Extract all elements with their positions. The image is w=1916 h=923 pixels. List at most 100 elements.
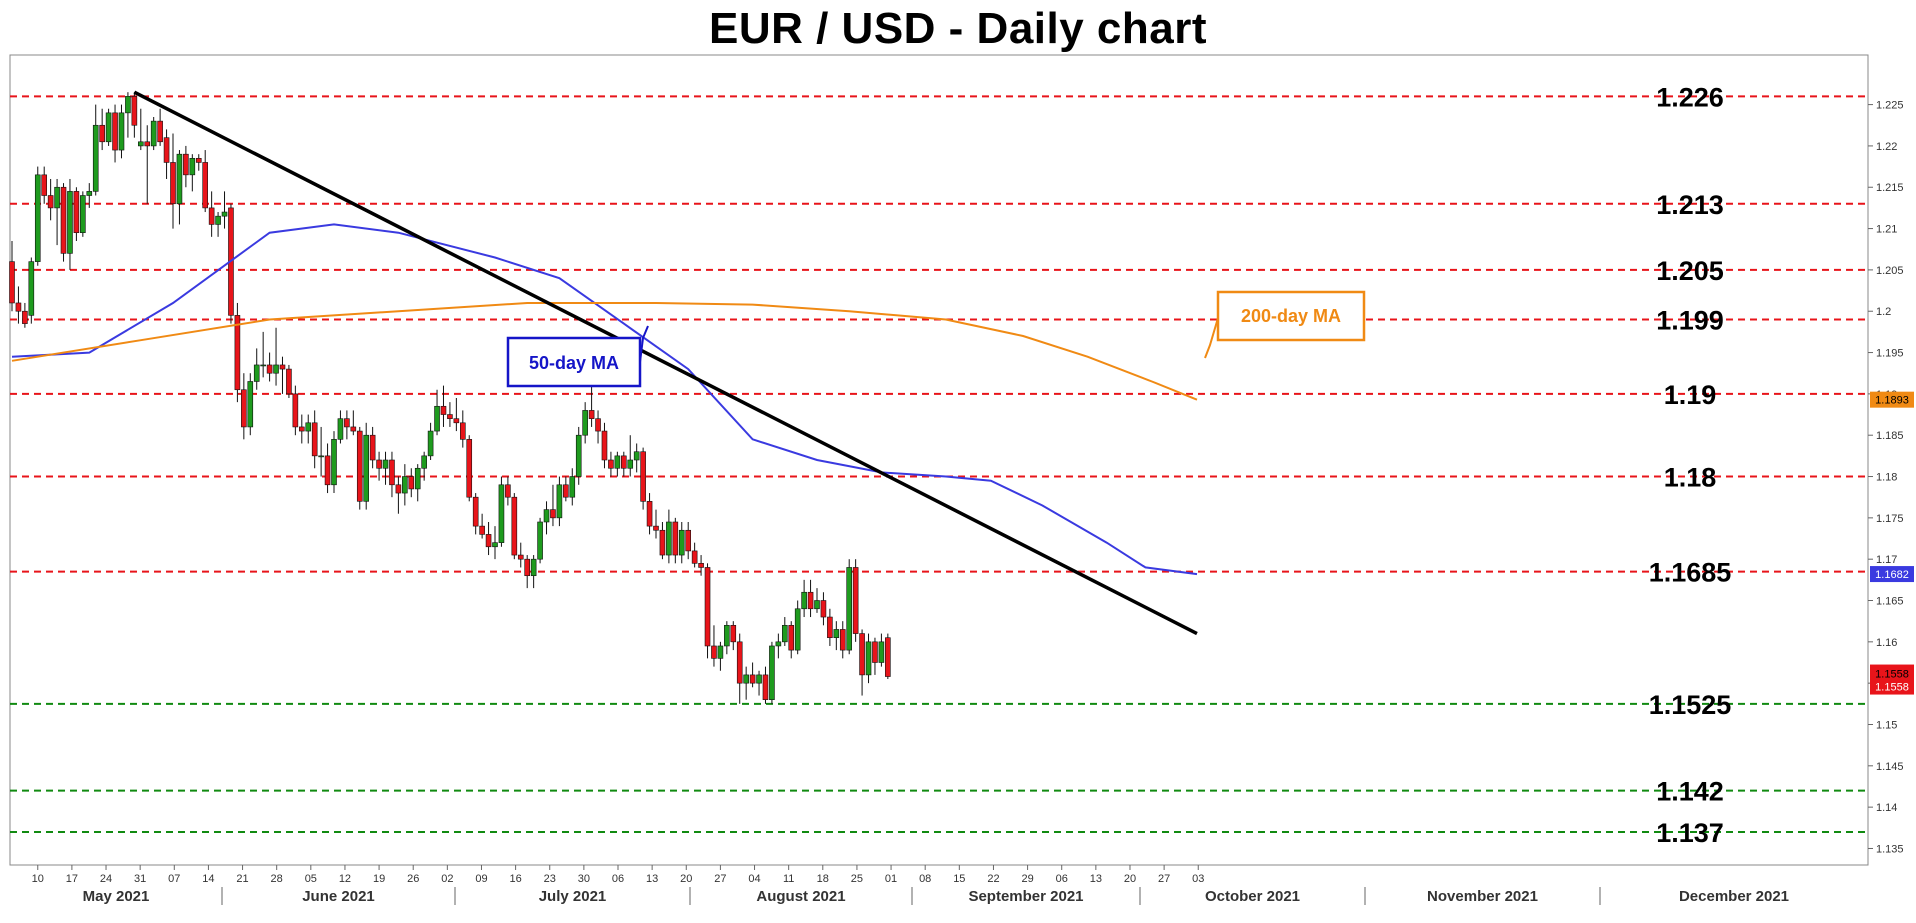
candle-down [459, 422, 466, 440]
candle-down [266, 364, 273, 374]
candle-down [485, 534, 492, 548]
candle-down [659, 529, 666, 556]
annotation-pointer [1204, 317, 1219, 359]
x-tick-label: 29 [1021, 873, 1033, 885]
candle-down [344, 418, 350, 428]
candle-down [827, 616, 833, 639]
candle-down [620, 455, 627, 469]
annotation-label: 200-day MA [1241, 306, 1341, 326]
candle-down [466, 439, 473, 498]
candle-up [118, 112, 125, 151]
candle-down [730, 625, 737, 643]
candle-up [434, 405, 440, 432]
price-badge-2: 1.1558 [1875, 682, 1909, 694]
candle-up [556, 484, 563, 519]
x-tick-label: 08 [919, 873, 931, 885]
candle-up [427, 430, 434, 457]
level-label: 1.19 [1664, 380, 1717, 410]
candle-down [298, 426, 305, 432]
candle-up [215, 215, 221, 225]
candle-down [131, 96, 138, 126]
y-tick-label: 1.16 [1876, 637, 1897, 649]
price-badge-bg [1870, 664, 1914, 695]
candle-up [575, 434, 582, 477]
y-tick-label: 1.17 [1876, 554, 1897, 566]
candle-down [22, 310, 28, 324]
candle-up [530, 558, 537, 577]
candle-up [781, 625, 788, 643]
x-tick-label: 15 [953, 873, 965, 885]
candle-down [286, 368, 292, 395]
y-tick-label: 1.18 [1876, 472, 1897, 484]
annotation-pointer [639, 325, 649, 363]
candle-down [820, 600, 827, 618]
candle-up [125, 96, 131, 114]
candle-down [839, 629, 846, 651]
candle-down [47, 195, 54, 209]
y-tick-label: 1.215 [1876, 182, 1904, 194]
y-tick-label: 1.175 [1876, 513, 1904, 525]
candle-up [382, 459, 389, 469]
y-tick-label: 1.2 [1876, 306, 1891, 318]
candle-up [318, 455, 324, 458]
y-tick-label: 1.145 [1876, 761, 1904, 773]
candle-down [356, 430, 363, 502]
ma50-badge-bg [1870, 566, 1914, 583]
y-tick-label: 1.165 [1876, 596, 1904, 608]
x-tick-label: 28 [271, 873, 283, 885]
candle-up [717, 645, 724, 659]
candle-down [195, 158, 202, 163]
candle-up [582, 410, 588, 436]
candle-down [595, 418, 601, 432]
y-tick-label: 1.135 [1876, 843, 1904, 855]
x-tick-label: 12 [339, 873, 351, 885]
candle-down [588, 410, 595, 419]
candle-up [678, 529, 685, 556]
candle-down [736, 641, 743, 684]
y-tick-label: 1.15 [1876, 719, 1897, 731]
candle-up [814, 600, 820, 610]
candle-down [517, 554, 524, 560]
candle-up [273, 364, 279, 374]
candle-up [54, 186, 60, 209]
candle-down [685, 529, 692, 552]
candle-down [99, 124, 105, 143]
level-label: 1.226 [1656, 82, 1724, 112]
candle-down [369, 434, 376, 461]
month-label: September 2021 [968, 888, 1083, 905]
price-badge: 1.1558 [1875, 669, 1909, 681]
candle-down [376, 459, 382, 469]
candle-up [633, 451, 640, 461]
month-label: August 2021 [756, 888, 845, 905]
candle-down [711, 645, 717, 659]
x-tick-label: 13 [1090, 873, 1102, 885]
x-tick-label: 22 [987, 873, 999, 885]
candle-down [505, 484, 511, 498]
x-tick-label: 17 [66, 873, 78, 885]
month-label: December 2021 [1679, 888, 1789, 905]
x-tick-label: 06 [612, 873, 624, 885]
candle-down [157, 120, 163, 143]
candle-down [691, 550, 698, 564]
candle-up [666, 521, 672, 556]
annotation-label: 50-day MA [529, 353, 619, 373]
candle-down [672, 521, 679, 556]
candle-down [653, 525, 659, 531]
x-tick-label: 10 [32, 873, 44, 885]
candle-up [34, 174, 41, 262]
x-tick-label: 03 [1192, 873, 1204, 885]
candle-up [337, 418, 344, 440]
candle-down [350, 426, 357, 432]
ma200-badge: 1.1893 [1875, 395, 1909, 407]
series-line [11, 223, 1198, 576]
candle-down [698, 563, 704, 568]
x-tick-label: 11 [783, 873, 794, 885]
candle-down [640, 451, 646, 502]
candle-up [331, 439, 337, 486]
candle-up [421, 455, 427, 469]
candle-up [769, 645, 775, 700]
candle-up [253, 364, 260, 382]
y-tick-label: 1.225 [1876, 100, 1904, 112]
candle-down [453, 418, 460, 424]
